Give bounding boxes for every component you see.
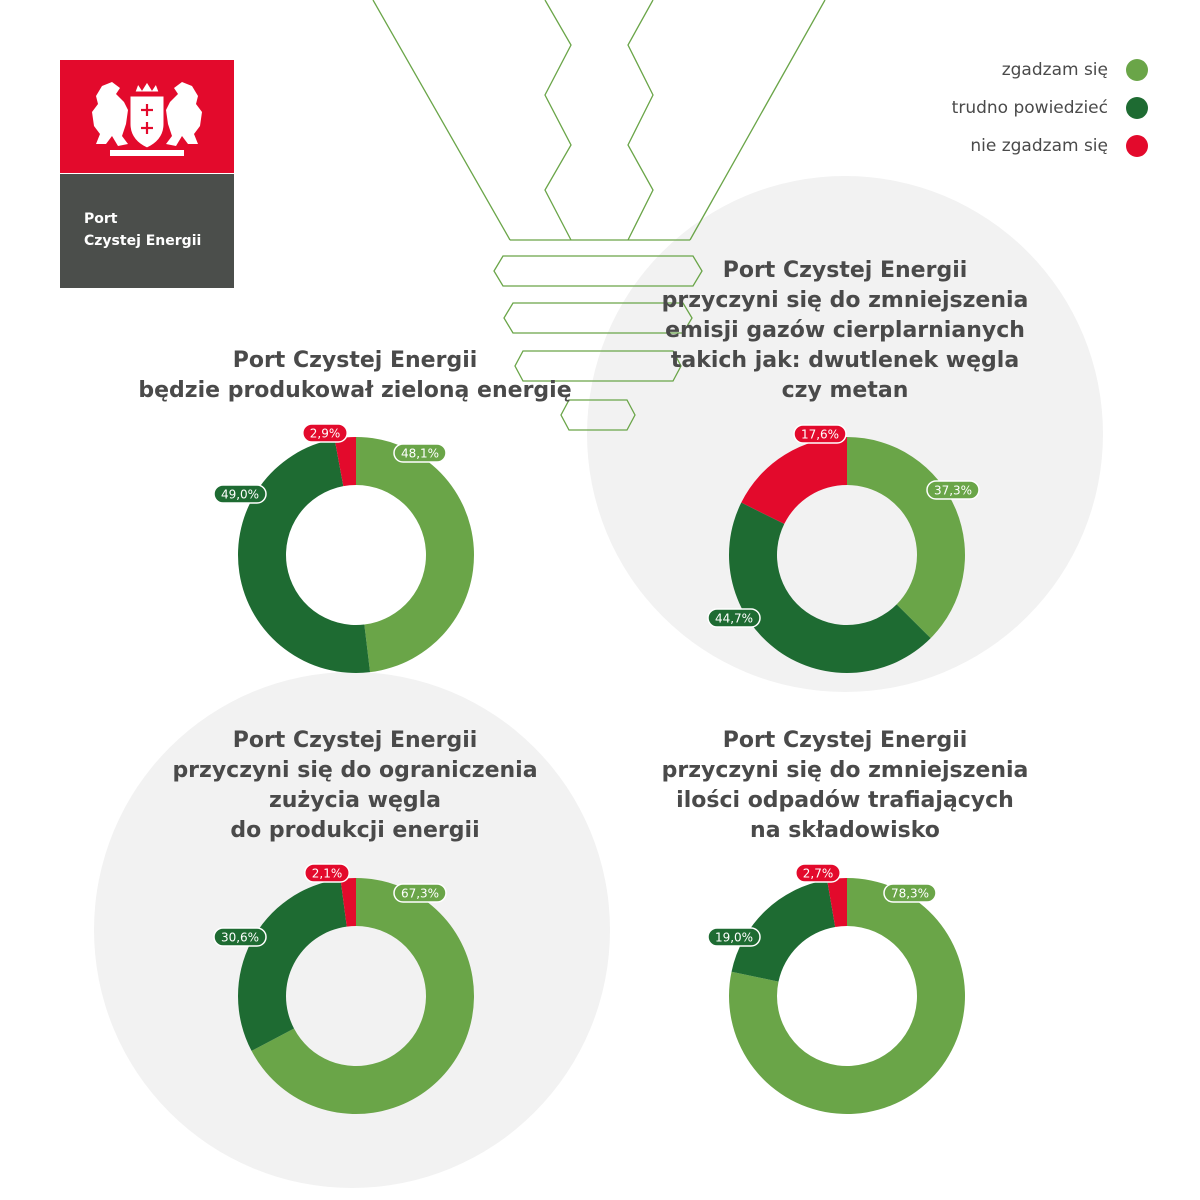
data-label-badge	[393, 883, 447, 903]
donut-slice-agree	[729, 878, 966, 1114]
legend-item-disagree: nie zgadzam się	[952, 134, 1148, 158]
legend-dot-disagree	[1126, 135, 1148, 157]
data-label-badge	[883, 883, 937, 903]
data-label-badge	[926, 480, 980, 500]
data-label-agree: 67,3%	[393, 883, 447, 903]
chart-title-line: Port Czystej Energii	[722, 258, 968, 283]
chart-title-1: Port Czystej Energii będzie produkował z…	[100, 346, 610, 406]
donut-slice-disagree	[334, 437, 356, 487]
donut-slice-neutral	[729, 502, 931, 673]
chart-title-line: do produkcji energii	[230, 818, 480, 843]
donut-slice-disagree	[741, 437, 847, 524]
data-label-text: 67,3%	[401, 887, 439, 901]
data-label-text: 48,1%	[401, 447, 439, 461]
data-label-text: 44,7%	[715, 612, 753, 626]
chart-title-line: przyczyni się do ograniczenia	[172, 758, 538, 783]
donut-slice-disagree	[827, 878, 847, 928]
chart-title-line: czy metan	[781, 378, 909, 403]
chart-title-line: zużycia węgla	[268, 788, 442, 813]
legend-dot-neutral	[1126, 97, 1148, 119]
chart-title-line: na składowisko	[750, 818, 940, 843]
logo-name-panel: Port Czystej Energii	[60, 174, 234, 288]
chart-title-4: Port Czystej Energii przyczyni się do zm…	[600, 726, 1090, 846]
data-label-badge	[304, 863, 350, 883]
legend-dot-agree	[1126, 59, 1148, 81]
chart-title-line: Port Czystej Energii	[232, 728, 478, 753]
chart-title-line: przyczyni się do zmniejszenia	[661, 758, 1029, 783]
chart-title-line: będzie produkował zieloną energię	[138, 378, 572, 403]
data-label-text: 30,6%	[221, 931, 259, 945]
data-label-badge	[793, 424, 847, 444]
legend-item-neutral: trudno powiedzieć	[952, 96, 1148, 120]
data-label-text: 78,3%	[891, 887, 929, 901]
data-label-text: 37,3%	[934, 484, 972, 498]
donut-slice-neutral	[237, 879, 347, 1051]
gdansk-coat-of-arms-icon	[92, 80, 202, 156]
data-label-neutral: 44,7%	[707, 608, 761, 628]
chart-title-line: Port Czystej Energii	[232, 348, 478, 373]
legend-label: trudno powiedzieć	[951, 98, 1108, 118]
data-label-disagree: 2,9%	[302, 423, 348, 443]
chart-title-line: przyczyni się do zmniejszenia	[661, 288, 1029, 313]
data-label-badge	[707, 927, 761, 947]
data-label-disagree: 2,7%	[795, 863, 841, 883]
data-label-badge	[707, 608, 761, 628]
donut-slice-neutral	[237, 438, 371, 673]
chart-title-line: ilości odpadów trafiających	[676, 788, 1014, 813]
legend-label: zgadzam się	[1001, 60, 1108, 80]
data-label-text: 19,0%	[715, 931, 753, 945]
chart-title-line: Port Czystej Energii	[722, 728, 968, 753]
donut-slice-neutral	[731, 879, 836, 982]
data-label-neutral: 49,0%	[213, 484, 267, 504]
data-label-badge	[795, 863, 841, 883]
data-label-disagree: 2,1%	[304, 863, 350, 883]
data-label-badge	[302, 423, 348, 443]
donut-slice-agree	[251, 878, 474, 1114]
legend: zgadzam się trudno powiedzieć nie zgadza…	[952, 58, 1148, 172]
data-label-badge	[393, 443, 447, 463]
data-label-text: 49,0%	[221, 488, 259, 502]
logo-emblem-panel	[60, 60, 234, 173]
donut-slice-disagree	[340, 878, 356, 927]
logo-line-1: Port	[84, 211, 118, 227]
data-label-text: 2,1%	[312, 867, 343, 881]
data-label-text: 17,6%	[801, 428, 839, 442]
data-label-agree: 37,3%	[926, 480, 980, 500]
data-label-badge	[213, 927, 267, 947]
data-label-agree: 48,1%	[393, 443, 447, 463]
data-label-badge	[213, 484, 267, 504]
logo-line-2: Czystej Energii	[84, 233, 202, 249]
legend-label: nie zgadzam się	[970, 136, 1108, 156]
data-label-neutral: 30,6%	[213, 927, 267, 947]
legend-item-agree: zgadzam się	[952, 58, 1148, 82]
data-label-text: 2,9%	[310, 427, 341, 441]
chart-title-line: emisji gazów cierplarnianych	[665, 318, 1025, 343]
chart-title-2: Port Czystej Energii przyczyni się do zm…	[600, 256, 1090, 406]
chart-title-line: takich jak: dwutlenek węgla	[670, 348, 1020, 373]
chart-title-3: Port Czystej Energii przyczyni się do og…	[100, 726, 610, 846]
data-label-disagree: 17,6%	[793, 424, 847, 444]
data-label-neutral: 19,0%	[707, 927, 761, 947]
donut-slice-agree	[356, 437, 474, 673]
data-label-text: 2,7%	[803, 867, 834, 881]
data-label-agree: 78,3%	[883, 883, 937, 903]
